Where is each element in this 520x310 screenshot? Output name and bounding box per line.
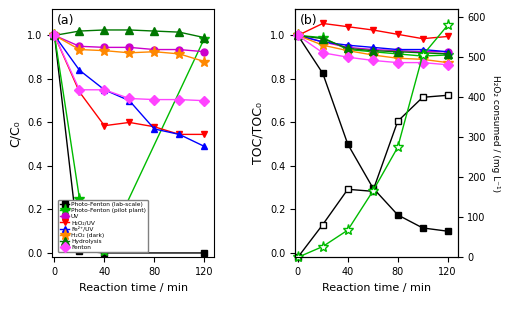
UV — [101, 46, 108, 49]
H₂O₂/UV — [201, 133, 207, 136]
Photo-Fenton (pilot plant) — [101, 249, 108, 253]
Line: H₂O₂/UV: H₂O₂/UV — [51, 32, 207, 138]
Fenton — [101, 88, 108, 92]
Fe²⁺/UV — [101, 88, 108, 92]
Fenton — [51, 33, 58, 37]
Y-axis label: C/C₀: C/C₀ — [8, 120, 21, 147]
H₂O₂/UV — [151, 125, 158, 129]
Hydrolysis — [51, 33, 58, 37]
Hydrolysis — [151, 29, 158, 33]
Fenton — [126, 97, 133, 100]
Line: UV: UV — [51, 32, 207, 55]
H₂O₂ (dark) — [51, 33, 58, 37]
Y-axis label: TOC/TOC₀: TOC/TOC₀ — [252, 102, 265, 164]
Text: (b): (b) — [300, 14, 318, 27]
Photo-Fenton (lab-scale) — [201, 251, 207, 255]
X-axis label: Reaction time / min: Reaction time / min — [322, 283, 431, 293]
Text: (a): (a) — [57, 14, 74, 27]
H₂O₂/UV — [176, 133, 183, 136]
Line: H₂O₂ (dark): H₂O₂ (dark) — [49, 30, 210, 67]
Line: Fe²⁺/UV: Fe²⁺/UV — [51, 32, 207, 150]
Photo-Fenton (pilot plant) — [51, 33, 58, 37]
H₂O₂ (dark) — [126, 51, 133, 55]
Fe²⁺/UV — [51, 33, 58, 37]
Hydrolysis — [101, 28, 108, 32]
H₂O₂/UV — [101, 124, 108, 127]
Photo-Fenton (lab-scale) — [101, 251, 108, 255]
Fe²⁺/UV — [201, 144, 207, 148]
Legend: Photo-Fenton (lab-scale), Photo-Fenton (pilot plant), UV, H₂O₂/UV, Fe²⁺/UV, H₂O₂: Photo-Fenton (lab-scale), Photo-Fenton (… — [58, 200, 148, 252]
X-axis label: Reaction time / min: Reaction time / min — [79, 283, 188, 293]
Line: Fenton: Fenton — [51, 32, 207, 104]
H₂O₂ (dark) — [151, 50, 158, 54]
H₂O₂ (dark) — [176, 52, 183, 56]
Photo-Fenton (pilot plant) — [201, 37, 207, 41]
UV — [176, 48, 183, 51]
Fenton — [176, 98, 183, 101]
Hydrolysis — [76, 29, 83, 33]
Photo-Fenton (lab-scale) — [76, 249, 83, 253]
H₂O₂/UV — [76, 90, 83, 94]
Fenton — [201, 99, 207, 103]
Line: Hydrolysis: Hydrolysis — [50, 26, 209, 42]
Fe²⁺/UV — [76, 68, 83, 72]
Hydrolysis — [176, 30, 183, 34]
Fe²⁺/UV — [176, 133, 183, 136]
H₂O₂/UV — [126, 121, 133, 124]
H₂O₂ (dark) — [201, 60, 207, 63]
Fe²⁺/UV — [126, 99, 133, 103]
Line: Photo-Fenton (pilot plant): Photo-Fenton (pilot plant) — [49, 30, 210, 256]
UV — [76, 44, 83, 48]
Fenton — [76, 88, 83, 92]
Fenton — [151, 98, 158, 101]
Line: Photo-Fenton (lab-scale): Photo-Fenton (lab-scale) — [51, 32, 207, 256]
Y-axis label: H₂O₂ consumed / (mg L⁻¹): H₂O₂ consumed / (mg L⁻¹) — [491, 75, 500, 192]
UV — [51, 33, 58, 37]
Photo-Fenton (pilot plant) — [76, 197, 83, 201]
H₂O₂ (dark) — [76, 48, 83, 51]
UV — [151, 48, 158, 51]
H₂O₂ (dark) — [101, 49, 108, 52]
Fe²⁺/UV — [151, 127, 158, 131]
UV — [201, 50, 207, 54]
Hydrolysis — [126, 28, 133, 32]
UV — [126, 46, 133, 49]
H₂O₂/UV — [51, 33, 58, 37]
Hydrolysis — [201, 36, 207, 39]
Photo-Fenton (lab-scale) — [51, 33, 58, 37]
